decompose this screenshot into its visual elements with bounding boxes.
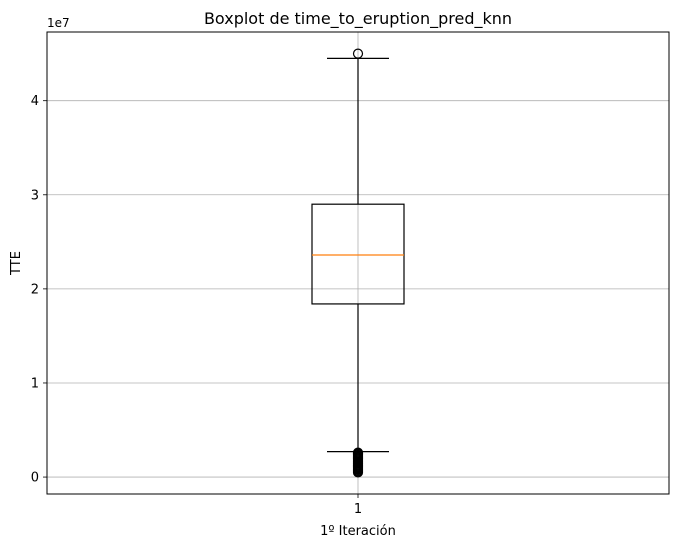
axis-layer: 0 1 2 3 4 1 bbox=[31, 94, 362, 517]
y-tick-label: 1 bbox=[31, 376, 39, 391]
y-axis-offset-label: 1e7 bbox=[47, 16, 70, 30]
y-tick-label: 0 bbox=[31, 471, 39, 486]
outlier-point bbox=[352, 48, 364, 59]
y-tick-label: 3 bbox=[31, 188, 39, 203]
y-tick-label: 4 bbox=[31, 94, 39, 109]
y-tick-label: 2 bbox=[31, 282, 39, 297]
axes-frame bbox=[46, 31, 670, 495]
iqr-box bbox=[311, 203, 405, 305]
x-axis-label: 1º Iteración bbox=[320, 524, 396, 539]
x-tick-label: 1 bbox=[354, 502, 362, 517]
y-axis-label: TTE bbox=[9, 251, 24, 276]
box-layer bbox=[311, 48, 405, 478]
outlier-point bbox=[352, 467, 364, 478]
chart-title: Boxplot de time_to_eruption_pred_knn bbox=[204, 9, 512, 29]
